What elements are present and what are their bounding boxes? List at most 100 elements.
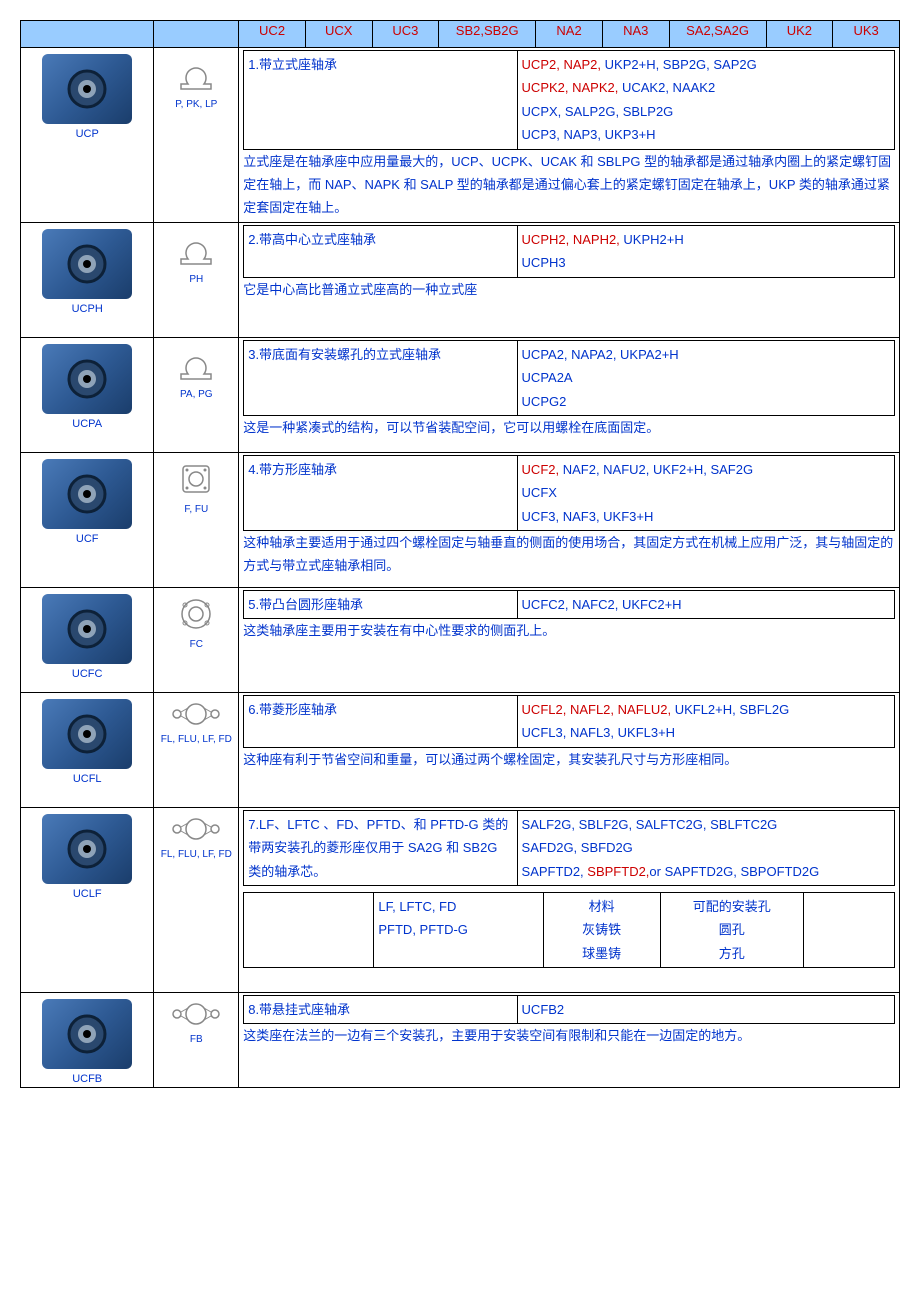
description-cell: 5.带凸台圆形座轴承 UCFC2, NAFC2, UKFC2+H 这类轴承座主要用…	[239, 587, 900, 692]
product-image	[42, 344, 132, 414]
product-image	[42, 229, 132, 299]
product-label: UCPH	[25, 303, 149, 315]
header-col: UC3	[372, 21, 439, 48]
product-image-cell: UCFC	[21, 587, 154, 692]
row-title: 5.带凸台圆形座轴承	[248, 593, 512, 616]
extra-col1: PFTD, PFTD-G	[378, 918, 538, 941]
code-line: UCF2, NAF2, NAFU2, UKF2+H, SAF2G	[522, 458, 890, 481]
code-fragment: UKP2+H, SBP2G, SAP2G	[605, 57, 757, 72]
description-cell: 7.LF、LFTC 、FD、PFTD、和 PFTD-G 类的带两安装孔的菱形座仅…	[239, 807, 900, 992]
product-image-cell: UCF	[21, 452, 154, 587]
code-fragment: UCPH2, NAPH2,	[522, 232, 624, 247]
code-fragment: SALF2G, SBLF2G, SALFTC2G, SBLFTC2G	[522, 817, 778, 832]
header-col: UCX	[305, 21, 372, 48]
description-cell: 3.带底面有安装螺孔的立式座轴承 UCPA2, NAPA2, UKPA2+HUC…	[239, 337, 900, 452]
code-line: UCPG2	[522, 390, 890, 413]
row-description: 立式座是在轴承座中应用量最大的，UCP、UCPK、UCAK 和 SBLPG 型的…	[243, 150, 895, 220]
code-fragment: SBPFTD2,	[587, 864, 649, 879]
code-line: UCP3, NAP3, UKP3+H	[522, 123, 890, 146]
code-fragment: SAPFTD2,	[522, 864, 588, 879]
product-label: UCFB	[25, 1073, 149, 1085]
row-title: 4.带方形座轴承	[248, 458, 512, 481]
code-fragment: UCFX	[522, 485, 557, 500]
code-fragment: or SAPFTD2G, SBPOFTD2G	[649, 864, 819, 879]
product-image-cell: UCFB	[21, 992, 154, 1087]
code-fragment: UCPA2A	[522, 370, 573, 385]
code-fragment: UCF2,	[522, 462, 563, 477]
product-image-cell: UCP	[21, 48, 154, 223]
diagram-cell: FC	[154, 587, 239, 692]
row-title: 3.带底面有安装螺孔的立式座轴承	[248, 343, 512, 366]
extra-col3: 方孔	[665, 942, 799, 965]
code-fragment: NAF2, NAFU2, UKF2+H, SAF2G	[563, 462, 753, 477]
description-cell: 8.带悬挂式座轴承 UCFB2 这类座在法兰的一边有三个安装孔，主要用于安装空间有…	[239, 992, 900, 1087]
product-image	[42, 999, 132, 1069]
code-fragment: UCFL2, NAFL2, NAFLU2,	[522, 702, 675, 717]
code-line: SAPFTD2, SBPFTD2,or SAPFTD2G, SBPOFTD2G	[522, 860, 890, 883]
diagram-label: P, PK, LP	[158, 98, 234, 111]
row-title: 8.带悬挂式座轴承	[248, 998, 512, 1021]
extra-col1: LF, LFTC, FD	[378, 895, 538, 918]
code-line: UCFC2, NAFC2, UKFC2+H	[522, 593, 890, 616]
row-description: 这是一种紧凑式的结构，可以节省装配空间，它可以用螺栓在底面固定。	[243, 416, 895, 439]
row-title: 6.带菱形座轴承	[248, 698, 512, 721]
code-fragment: UCP2, NAP2,	[522, 57, 605, 72]
code-fragment: UCFL3, NAFL3, UKFL3+H	[522, 725, 676, 740]
header-blank-2	[154, 21, 239, 48]
code-line: UCPA2A	[522, 366, 890, 389]
description-cell: 4.带方形座轴承 UCF2, NAF2, NAFU2, UKF2+H, SAF2…	[239, 452, 900, 587]
diagram-cell: PH	[154, 222, 239, 337]
product-image	[42, 814, 132, 884]
code-fragment: UCFC2, NAFC2, UKFC2+H	[522, 597, 682, 612]
header-col: UK3	[833, 21, 900, 48]
product-image-cell: UCPH	[21, 222, 154, 337]
product-image	[42, 594, 132, 664]
code-line: UCFL2, NAFL2, NAFLU2, UKFL2+H, SBFL2G	[522, 698, 890, 721]
row-description: 这种轴承主要适用于通过四个螺栓固定与轴垂直的侧面的使用场合，其固定方式在机械上应…	[243, 531, 895, 578]
diagram-cell: PA, PG	[154, 337, 239, 452]
product-image	[42, 699, 132, 769]
code-fragment: UCPX, SALP2G, SBLP2G	[522, 104, 674, 119]
diagram-label: FC	[158, 638, 234, 651]
row-title: 1.带立式座轴承	[248, 53, 512, 76]
diagram-label: FL, FLU, LF, FD	[158, 733, 234, 746]
row-description: 这种座有利于节省空间和重量，可以通过两个螺栓固定，其安装孔尺寸与方形座相同。	[243, 748, 895, 771]
diagram-label: FL, FLU, LF, FD	[158, 848, 234, 861]
description-cell: 2.带高中心立式座轴承 UCPH2, NAPH2, UKPH2+H UCPH3 它是…	[239, 222, 900, 337]
code-line: UCFL3, NAFL3, UKFL3+H	[522, 721, 890, 744]
code-line: UCPH3	[522, 251, 890, 274]
code-fragment: UKPH2+H	[623, 232, 683, 247]
row-title: 2.带高中心立式座轴承	[248, 228, 512, 251]
row-description: 这类轴承座主要用于安装在有中心性要求的侧面孔上。	[243, 619, 895, 642]
extra-col2: 球墨铸	[548, 942, 656, 965]
product-image	[42, 54, 132, 124]
row-description: 它是中心高比普通立式座高的一种立式座	[243, 278, 895, 301]
code-fragment: UCPH3	[522, 255, 566, 270]
code-line: UCF3, NAF3, UKF3+H	[522, 505, 890, 528]
code-fragment: UCP3, NAP3, UKP3+H	[522, 127, 656, 142]
diagram-cell: P, PK, LP	[154, 48, 239, 223]
product-image-cell: UCFL	[21, 692, 154, 807]
diagram-cell: FL, FLU, LF, FD	[154, 692, 239, 807]
description-cell: 6.带菱形座轴承 UCFL2, NAFL2, NAFLU2, UKFL2+H, …	[239, 692, 900, 807]
product-label: UCFL	[25, 773, 149, 785]
code-fragment: UCF3, NAF3, UKF3+H	[522, 509, 654, 524]
code-fragment: UKFL2+H, SBFL2G	[675, 702, 790, 717]
extra-col2: 灰铸铁	[548, 918, 656, 941]
diagram-cell: FL, FLU, LF, FD	[154, 807, 239, 992]
header-col: SB2,SB2G	[439, 21, 536, 48]
code-fragment: UCAK2, NAAK2	[622, 80, 715, 95]
header-col: SA2,SA2G	[669, 21, 766, 48]
code-line: UCFX	[522, 481, 890, 504]
description-cell: 1.带立式座轴承 UCP2, NAP2, UKP2+H, SBP2G, SAP2…	[239, 48, 900, 223]
code-line: SAFD2G, SBFD2G	[522, 836, 890, 859]
header-col: UC2	[239, 21, 306, 48]
row-description: 这类座在法兰的一边有三个安装孔，主要用于安装空间有限制和只能在一边固定的地方。	[243, 1024, 895, 1047]
code-fragment: UCPK2, NAPK2,	[522, 80, 622, 95]
code-fragment: SAFD2G, SBFD2G	[522, 840, 633, 855]
code-line: UCPH2, NAPH2, UKPH2+H	[522, 228, 890, 251]
product-label: UCFC	[25, 668, 149, 680]
diagram-cell: F, FU	[154, 452, 239, 587]
bearing-catalog-table: UC2 UCX UC3 SB2,SB2G NA2 NA3 SA2,SA2G UK…	[20, 20, 900, 1088]
code-line: UCFB2	[522, 998, 890, 1021]
